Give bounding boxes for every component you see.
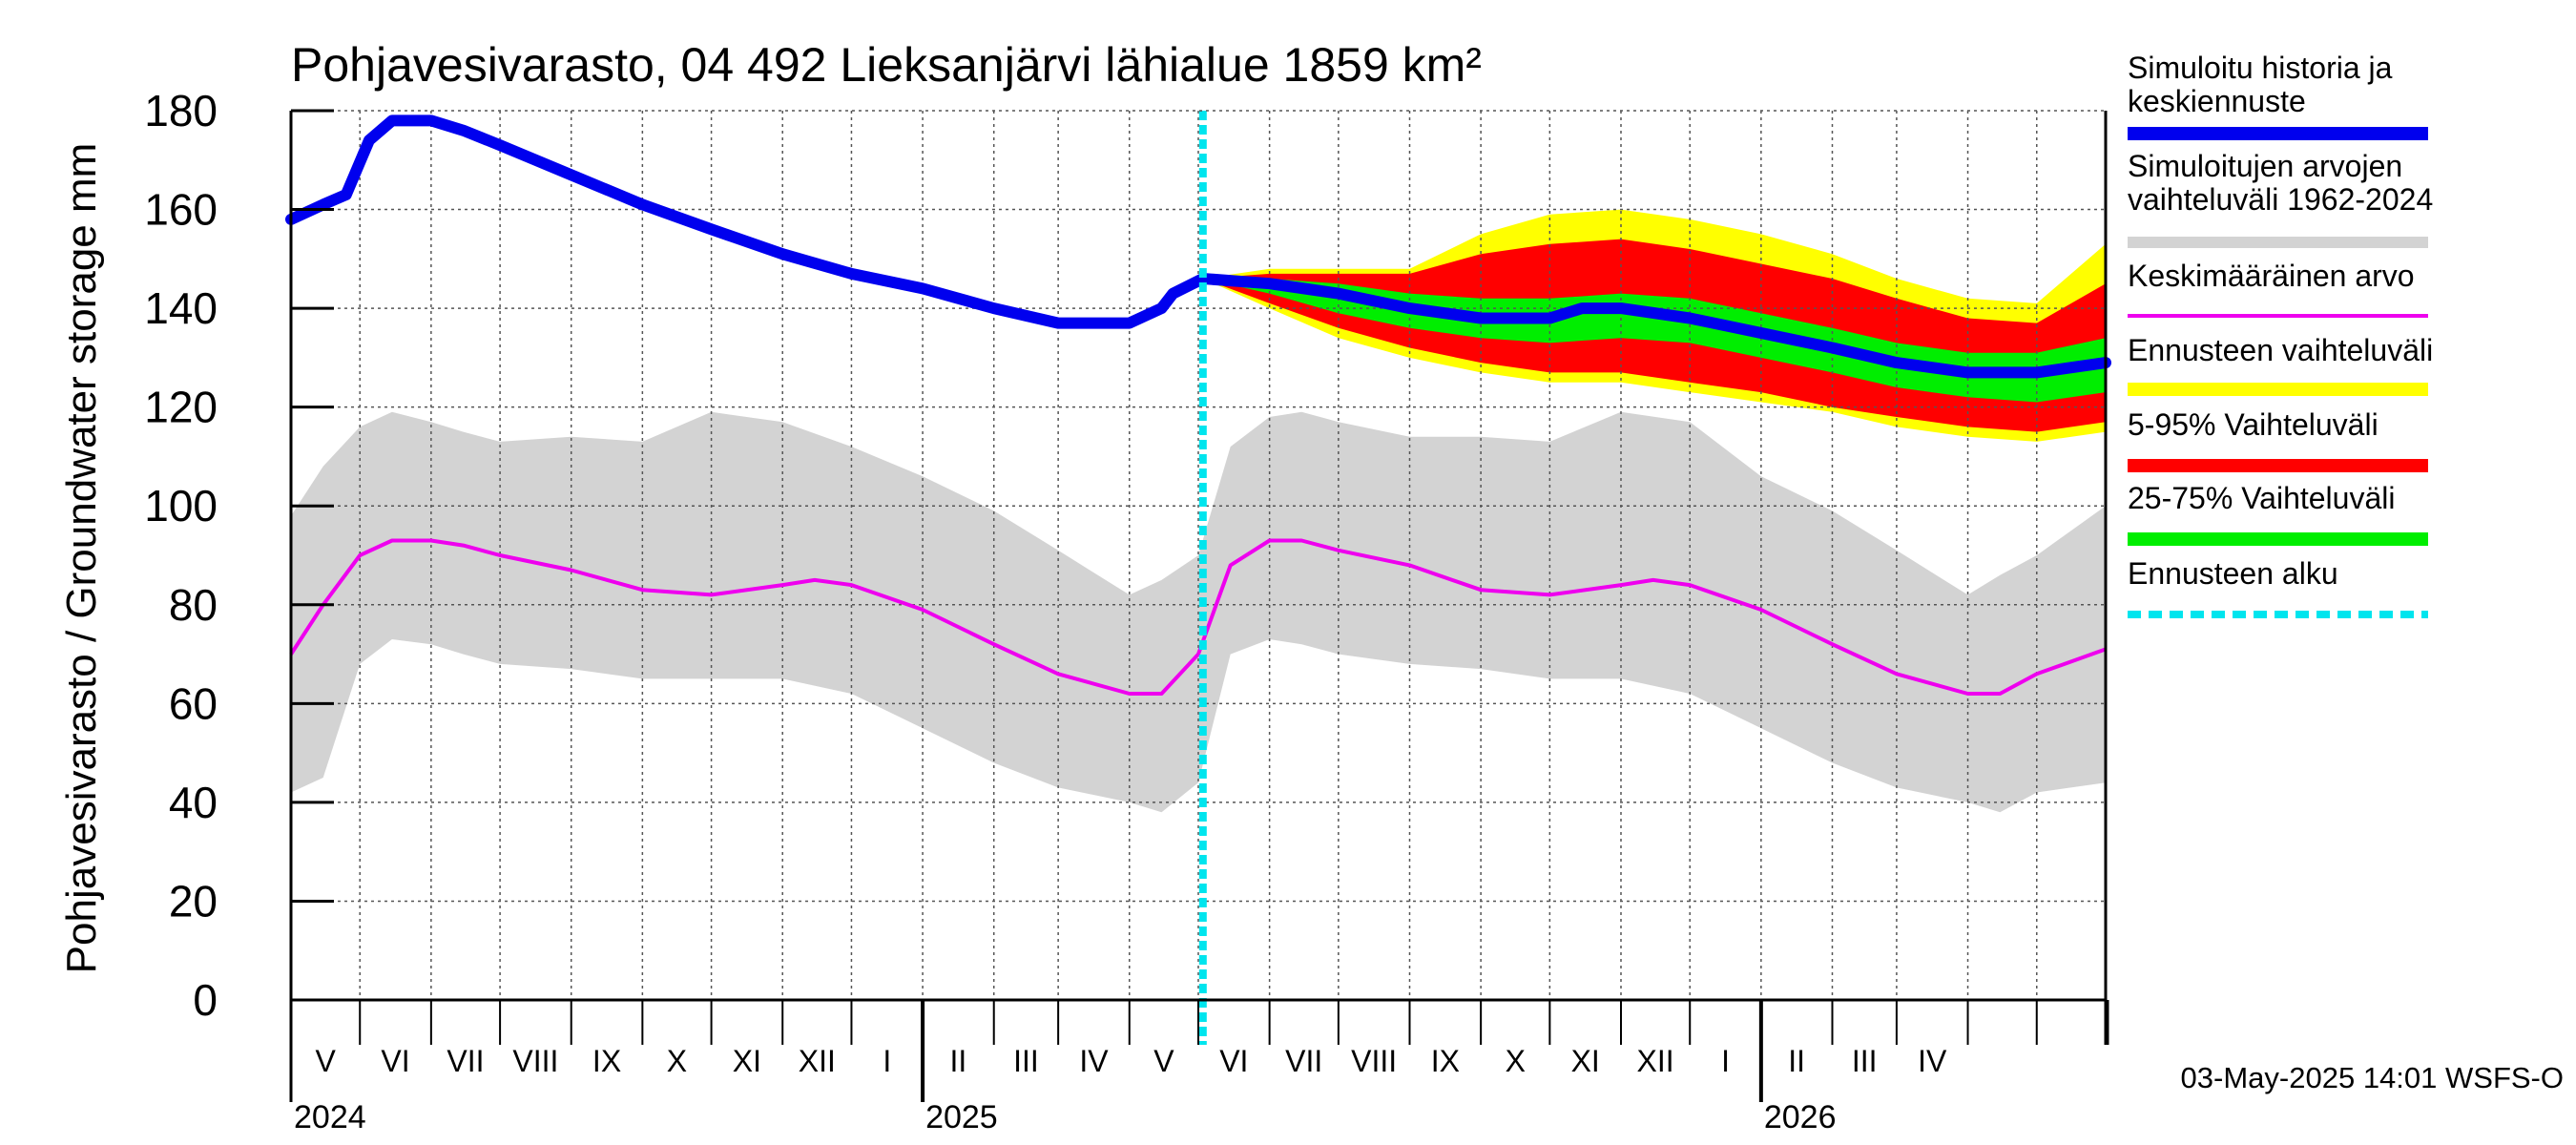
legend-label: Ennusteen alku [2128, 556, 2338, 591]
month-label: VI [1219, 1044, 1248, 1078]
legend-label: Keskimääräinen arvo [2128, 259, 2415, 293]
legend-label-line: Simuloitujen arvojen [2128, 149, 2402, 183]
month-label: VII [1285, 1044, 1322, 1078]
legend-label: 25-75% Vaihteluväli [2128, 481, 2395, 515]
legend: Simuloitu historia ja keskiennusteSimuloi… [2128, 51, 2433, 618]
month-label: XI [1571, 1044, 1600, 1078]
month-label: IV [1918, 1044, 1947, 1078]
y-tick-label: 160 [144, 185, 218, 235]
legend-item: Ennusteen vaihteluväli [2128, 333, 2433, 396]
legend-label-line: Simuloitu historia ja [2128, 51, 2393, 85]
month-label: VII [447, 1044, 484, 1078]
month-label: I [1721, 1044, 1730, 1078]
month-label: VI [381, 1044, 409, 1078]
month-label: XII [1637, 1044, 1674, 1078]
y-tick-label: 140 [144, 283, 218, 333]
legend-label: Ennusteen vaihteluväli [2128, 333, 2433, 367]
month-label: II [950, 1044, 967, 1078]
month-label: IX [1431, 1044, 1460, 1078]
month-label: V [315, 1044, 336, 1078]
legend-item: Simuloitujen arvojen vaihteluväli 1962-20… [2128, 149, 2433, 248]
legend-label: 5-95% Vaihteluväli [2128, 407, 2379, 442]
legend-item: 5-95% Vaihteluväli [2128, 407, 2428, 472]
legend-label-line: keskiennuste [2128, 84, 2306, 118]
month-label: III [1852, 1044, 1878, 1078]
month-label: XII [799, 1044, 836, 1078]
legend-item: Simuloitu historia ja keskiennuste [2128, 51, 2428, 140]
year-label: 2024 [294, 1099, 366, 1135]
month-label: X [667, 1044, 687, 1078]
y-tick-label: 180 [144, 86, 218, 135]
timestamp: 03-May-2025 14:01 WSFS-O [2181, 1061, 2564, 1094]
legend-label-line: vaihteluväli 1962-2024 [2128, 182, 2433, 217]
y-tick-label: 60 [169, 678, 218, 728]
simulated-history-line [285, 114, 1209, 329]
month-label: I [883, 1044, 891, 1078]
month-label: IV [1079, 1044, 1109, 1078]
y-tick-label: 40 [169, 778, 218, 827]
legend-item: Ennusteen alku [2128, 556, 2428, 618]
legend-item: 25-75% Vaihteluväli [2128, 481, 2428, 546]
lines-layer [285, 111, 2111, 1045]
y-tick-label: 100 [144, 481, 218, 531]
legend-item: Keskimääräinen arvo [2128, 259, 2428, 318]
year-label: 2025 [925, 1099, 998, 1135]
month-label: XI [733, 1044, 761, 1078]
y-tick-label: 80 [169, 580, 218, 630]
y-tick-label: 20 [169, 876, 218, 926]
y-tick-label: 120 [144, 383, 218, 432]
chart-title: Pohjavesivarasto, 04 492 Lieksanjärvi lä… [291, 38, 1482, 92]
month-label: VIII [1351, 1044, 1397, 1078]
month-label: X [1506, 1044, 1526, 1078]
grid-layer [291, 111, 2106, 1000]
legend-label: Simuloitu historia ja keskiennuste [2128, 51, 2393, 118]
month-label: VIII [512, 1044, 558, 1078]
legend-label: Simuloitujen arvojen vaihteluväli 1962-20… [2128, 149, 2433, 217]
y-axis-title: Pohjavesivarasto / Groundwater storage m… [58, 143, 105, 974]
year-label: 2026 [1764, 1099, 1837, 1135]
month-label: II [1788, 1044, 1805, 1078]
month-label: V [1153, 1044, 1174, 1078]
month-label: III [1013, 1044, 1039, 1078]
forecast-median-line [1196, 273, 2111, 379]
y-tick-label: 0 [193, 975, 218, 1025]
month-label: IX [592, 1044, 621, 1078]
mean-line [289, 538, 2107, 696]
